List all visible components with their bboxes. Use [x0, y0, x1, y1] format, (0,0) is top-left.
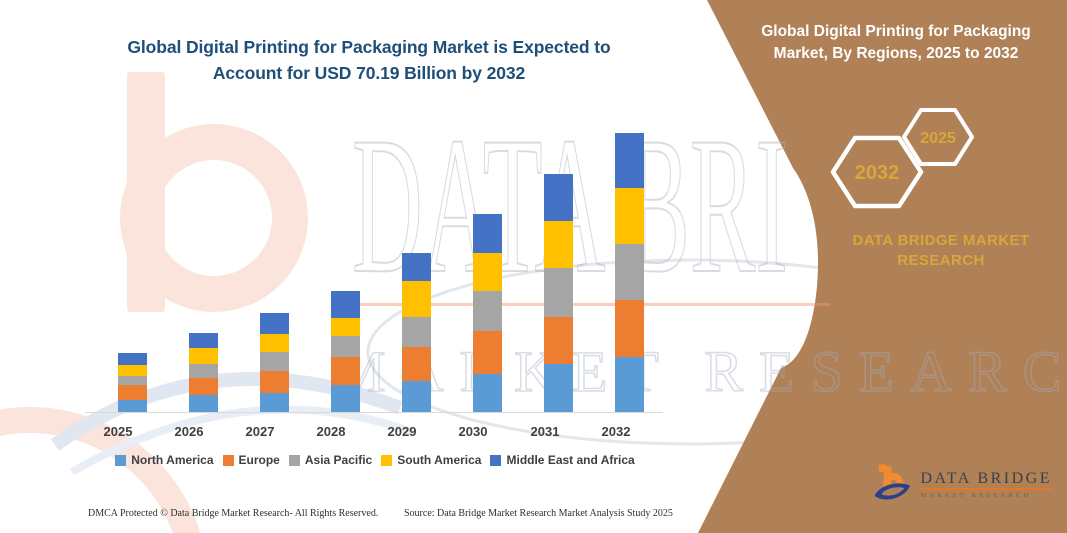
- stacked-bar-2032: [615, 133, 644, 412]
- legend-label: Middle East and Africa: [506, 453, 635, 467]
- x-tick-2029: 2029: [387, 424, 417, 439]
- bar-chart: [85, 120, 663, 413]
- bar-segment-2026-middle-east-and-africa: [189, 332, 218, 349]
- legend-swatch-asia-pacific: [288, 454, 300, 466]
- bar-segment-2032-asia-pacific: [615, 244, 644, 300]
- brand-logo-icon: [874, 464, 911, 500]
- legend-swatch-south-america: [381, 454, 393, 466]
- stacked-bar-2030: [473, 213, 502, 412]
- legend-label: South America: [397, 453, 482, 467]
- bar-segment-2026-south-america: [189, 348, 218, 364]
- x-tick-2027: 2027: [245, 424, 275, 439]
- legend-item-europe: Europe: [222, 453, 280, 467]
- legend-label: Asia Pacific: [304, 453, 373, 467]
- bar-segment-2025-europe: [118, 384, 147, 400]
- brand-logo-rule: [920, 487, 1052, 490]
- x-tick-2031: 2031: [530, 424, 560, 439]
- legend-item-north-america: North America: [115, 453, 214, 467]
- legend-swatch-middle-east-africa: [490, 454, 502, 466]
- hexagon-2025: [902, 108, 974, 166]
- watermark-corner-arc: [0, 407, 201, 533]
- page-title-line1: Global Digital Printing for Packaging Ma…: [127, 37, 611, 57]
- x-axis-line: [85, 412, 663, 413]
- sidebar-panel: [698, 0, 1067, 533]
- bar-segment-2026-north-america: [189, 394, 218, 412]
- bar-segment-2030-europe: [473, 330, 502, 374]
- hexagon-2025-label: 2025: [920, 130, 956, 147]
- bar-segment-2032-middle-east-and-africa: [615, 133, 644, 189]
- brand-logo-subtitle: MARKET RESEARCH: [920, 491, 1032, 499]
- bar-segment-2025-asia-pacific: [118, 376, 147, 385]
- bar-segment-2029-europe: [402, 347, 431, 382]
- bar-segment-2031-middle-east-and-africa: [544, 174, 573, 222]
- bar-segment-2026-asia-pacific: [189, 363, 218, 378]
- bar-segment-2030-middle-east-and-africa: [473, 213, 502, 253]
- stacked-bar-2029: [402, 253, 431, 412]
- x-tick-2028: 2028: [316, 424, 346, 439]
- bar-segment-2030-asia-pacific: [473, 291, 502, 331]
- brand-logo: DATA BRIDGE MARKET RESEARCH: [872, 460, 1052, 508]
- bar-segment-2029-asia-pacific: [402, 317, 431, 348]
- bar-segment-2031-europe: [544, 317, 573, 364]
- bar-segment-2032-south-america: [615, 188, 644, 245]
- hexagon-2032: [830, 135, 924, 209]
- bar-segment-2028-middle-east-and-africa: [331, 291, 360, 318]
- page-title-line2: Account for USD 70.19 Billion by 2032: [212, 63, 526, 83]
- stacked-bar-2025: [118, 353, 147, 412]
- footer-copyright: DMCA Protected © Data Bridge Market Rese…: [88, 508, 379, 519]
- hexagon-2032-label: 2032: [855, 162, 900, 184]
- bar-segment-2030-north-america: [473, 373, 502, 412]
- legend-swatch-europe: [222, 454, 234, 466]
- bar-segment-2029-north-america: [402, 381, 431, 412]
- stacked-bar-2028: [331, 291, 360, 412]
- bar-segment-2029-south-america: [402, 281, 431, 318]
- page-title: Global Digital Printing for Packaging Ma…: [104, 34, 634, 86]
- stacked-bar-2026: [189, 332, 218, 412]
- bar-segment-2032-north-america: [615, 357, 644, 412]
- bar-segment-2030-south-america: [473, 252, 502, 292]
- chart-legend: North America Europe Asia Pacific South …: [80, 453, 670, 467]
- bar-segment-2028-south-america: [331, 317, 360, 337]
- x-tick-2025: 2025: [103, 424, 133, 439]
- x-tick-2032: 2032: [601, 424, 631, 439]
- bar-segment-2028-europe: [331, 357, 360, 385]
- bar-segment-2032-europe: [615, 299, 644, 358]
- bar-segment-2025-south-america: [118, 364, 147, 377]
- bar-segment-2029-middle-east-and-africa: [402, 253, 431, 282]
- bar-segment-2028-asia-pacific: [331, 336, 360, 358]
- watermark-b-bowl: [120, 124, 308, 312]
- legend-label: Europe: [238, 453, 280, 467]
- x-tick-2026: 2026: [174, 424, 204, 439]
- bar-segment-2031-south-america: [544, 221, 573, 269]
- bar-segment-2027-asia-pacific: [260, 352, 289, 372]
- legend-swatch-north-america: [115, 454, 127, 466]
- legend-label: North America: [131, 453, 214, 467]
- bar-segment-2027-europe: [260, 371, 289, 393]
- legend-item-asia-pacific: Asia Pacific: [288, 453, 373, 467]
- legend-item-south-america: South America: [381, 453, 481, 467]
- legend-item-middle-east-africa: Middle East and Africa: [490, 453, 635, 467]
- bar-segment-2027-south-america: [260, 333, 289, 353]
- brand-logo-name: DATA BRIDGE: [920, 469, 1052, 487]
- bar-segment-2027-north-america: [260, 392, 289, 412]
- bar-segment-2027-middle-east-and-africa: [260, 312, 289, 334]
- bar-segment-2031-north-america: [544, 364, 573, 412]
- bar-segment-2025-middle-east-and-africa: [118, 353, 147, 365]
- sidebar-title: Global Digital Printing for Packaging Ma…: [761, 23, 1031, 62]
- watermark-underline: [352, 303, 830, 306]
- footer-source: Source: Data Bridge Market Research Mark…: [404, 508, 673, 519]
- bar-segment-2028-north-america: [331, 384, 360, 412]
- stacked-bar-2027: [260, 312, 289, 412]
- bar-segment-2031-asia-pacific: [544, 268, 573, 318]
- bar-segment-2025-north-america: [118, 399, 147, 412]
- bar-segment-2026-europe: [189, 377, 218, 395]
- stacked-bar-2031: [544, 174, 573, 412]
- x-tick-2030: 2030: [458, 424, 488, 439]
- sidebar-brand-text: DATA BRIDGE MARKET RESEARCH: [852, 232, 1030, 269]
